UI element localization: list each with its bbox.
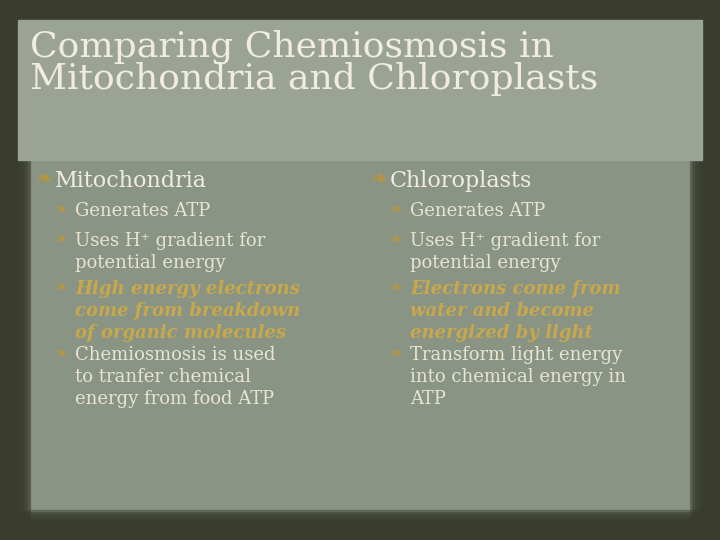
Bar [0, 517, 720, 540]
Bar [0, 0, 27, 540]
Text: Chemiosmosis is used
to tranfer chemical
energy from food ATP: Chemiosmosis is used to tranfer chemical… [75, 346, 276, 408]
Bar [0, 0, 720, 25]
Bar [0, 516, 720, 540]
Bar [0, 0, 11, 540]
Text: Transform light energy
into chemical energy in
ATP: Transform light energy into chemical ene… [410, 346, 626, 408]
Bar [0, 530, 720, 540]
Text: ❧: ❧ [55, 202, 68, 217]
Bar [0, 513, 720, 540]
Bar [0, 0, 30, 540]
Bar [705, 0, 720, 540]
Bar [699, 0, 720, 540]
Text: High energy electrons
come from breakdown
of organic molecules: High energy electrons come from breakdow… [75, 280, 300, 342]
Text: ❧: ❧ [390, 346, 402, 361]
Bar [709, 0, 720, 540]
Text: Mitochondria and Chloroplasts: Mitochondria and Chloroplasts [30, 62, 598, 96]
Bar [0, 522, 720, 540]
Bar [703, 0, 720, 540]
Bar [0, 0, 18, 540]
Text: ❧: ❧ [55, 280, 68, 295]
Text: Mitochondria: Mitochondria [55, 170, 207, 192]
Bar [0, 0, 14, 540]
Text: Uses H⁺ gradient for
potential energy: Uses H⁺ gradient for potential energy [75, 232, 265, 272]
Text: Generates ATP: Generates ATP [75, 202, 210, 220]
Bar [0, 523, 720, 540]
Bar [0, 0, 720, 15]
Bar [0, 525, 720, 540]
Bar [18, 20, 702, 160]
Text: Uses H⁺ gradient for
potential energy: Uses H⁺ gradient for potential energy [410, 232, 600, 272]
Bar [702, 0, 720, 540]
Bar [0, 511, 720, 540]
Bar [0, 0, 720, 27]
Bar [0, 531, 720, 540]
Bar [0, 0, 720, 12]
Text: ❧: ❧ [35, 170, 53, 190]
Bar [706, 0, 720, 540]
Bar [0, 0, 21, 540]
Bar [0, 0, 720, 30]
Text: ❧: ❧ [390, 232, 402, 247]
Text: ❧: ❧ [390, 202, 402, 217]
Bar [691, 0, 720, 540]
Bar [0, 515, 720, 540]
Bar [0, 0, 17, 540]
Bar [0, 519, 720, 540]
Bar [0, 0, 720, 19]
Text: Generates ATP: Generates ATP [410, 202, 545, 220]
Bar [0, 0, 720, 18]
Bar [0, 526, 720, 540]
Bar [0, 0, 12, 540]
Bar [708, 0, 720, 540]
Bar [0, 0, 720, 9]
Bar [701, 0, 720, 540]
Bar [698, 0, 720, 540]
Bar [0, 0, 720, 14]
Bar [711, 0, 720, 540]
Bar [0, 510, 720, 540]
Bar [0, 0, 24, 540]
Text: ❧: ❧ [55, 232, 68, 247]
Bar [696, 0, 720, 540]
Text: Electrons come from
water and become
energized by light: Electrons come from water and become ene… [410, 280, 621, 342]
Text: Comparing Chemiosmosis in: Comparing Chemiosmosis in [30, 30, 554, 64]
Bar [0, 0, 720, 23]
Bar [0, 0, 720, 21]
Bar [695, 0, 720, 540]
Bar [0, 0, 720, 10]
Bar [0, 0, 15, 540]
Bar [0, 0, 29, 540]
Bar [0, 0, 9, 540]
Text: ❧: ❧ [370, 170, 387, 190]
Bar [0, 0, 22, 540]
Bar [0, 521, 720, 540]
Text: Chloroplasts: Chloroplasts [390, 170, 532, 192]
Bar [0, 0, 19, 540]
Text: ❧: ❧ [390, 280, 402, 295]
Bar [0, 528, 720, 540]
Bar [0, 0, 720, 24]
Bar [0, 0, 25, 540]
Bar [693, 0, 720, 540]
Bar [0, 0, 720, 17]
Bar [690, 0, 720, 540]
Bar [0, 0, 720, 29]
Text: ❧: ❧ [55, 346, 68, 361]
